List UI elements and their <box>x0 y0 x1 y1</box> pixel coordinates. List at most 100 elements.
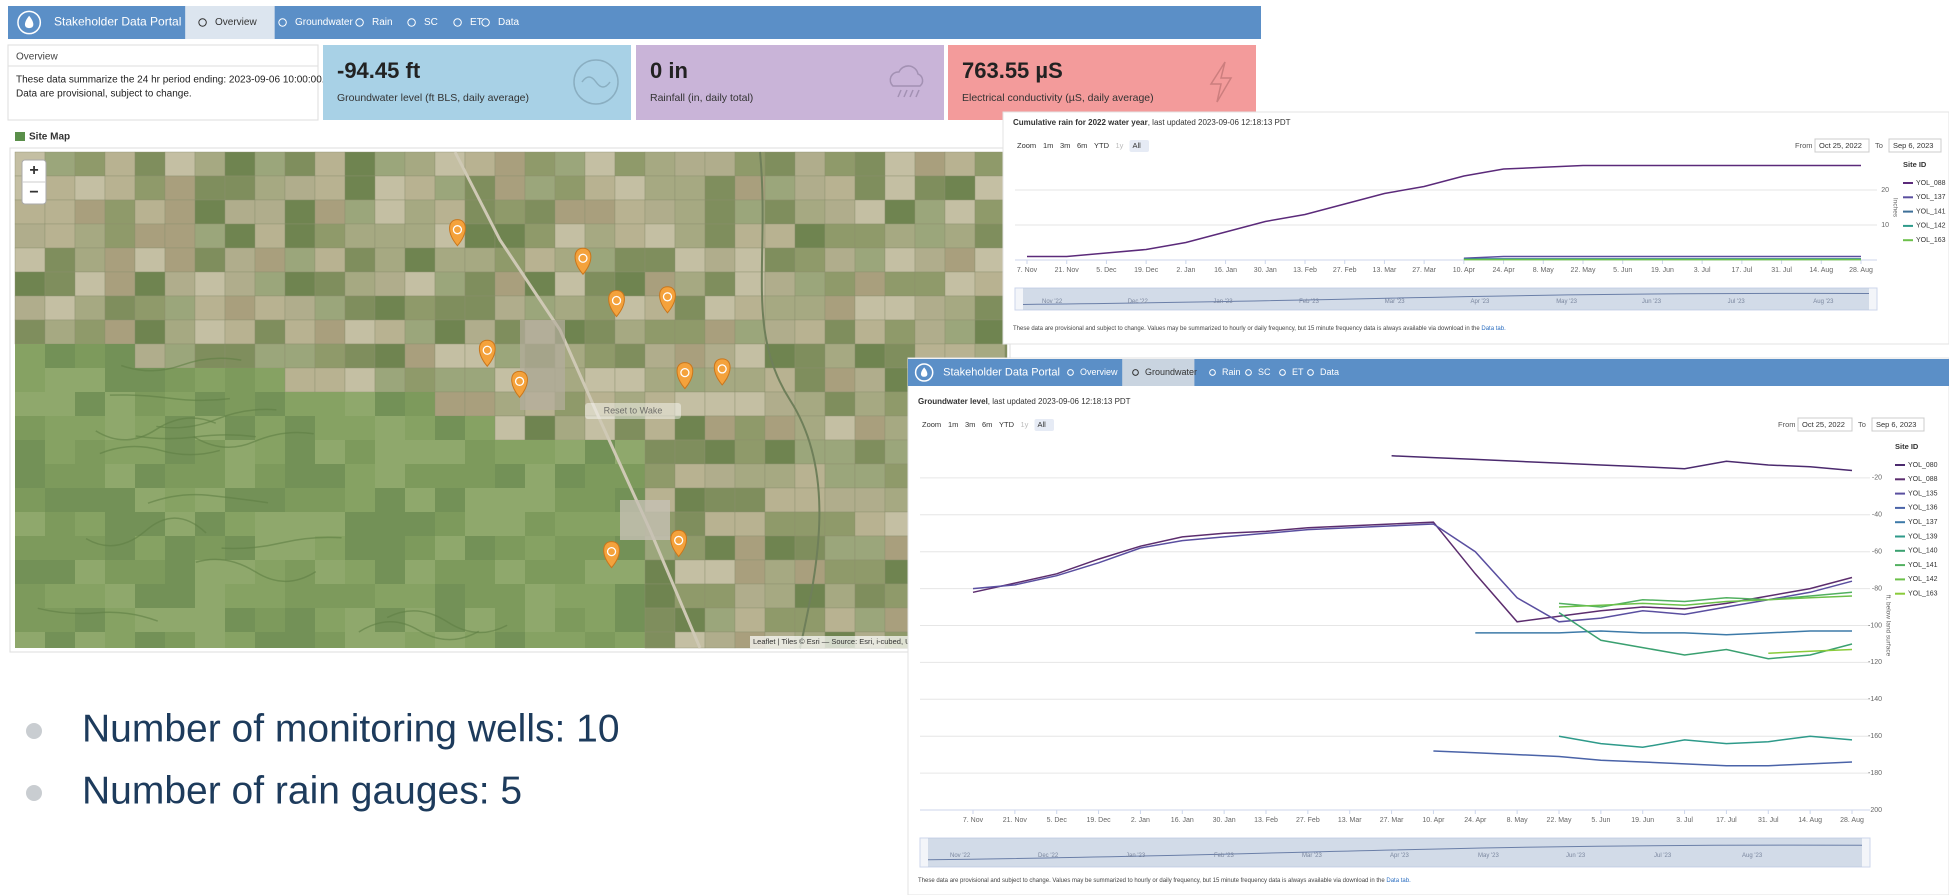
nav-tab[interactable]: Overview <box>1080 367 1118 377</box>
zoom-button[interactable]: All <box>1038 420 1047 429</box>
map-hill <box>495 440 525 464</box>
zoom-button[interactable]: 1y <box>1021 420 1029 429</box>
map-zoom-out[interactable]: − <box>29 184 38 201</box>
map-hill <box>45 536 75 560</box>
map-hill <box>105 584 135 608</box>
zoom-button[interactable]: 1m <box>948 420 958 429</box>
map-hill <box>45 632 75 648</box>
nav-tab[interactable]: ET <box>1292 367 1304 377</box>
range-from-box[interactable] <box>1797 417 1853 432</box>
nav-tab[interactable]: Rain <box>372 17 393 28</box>
nav-tab[interactable]: Groundwater <box>1145 367 1197 377</box>
zoom-button[interactable]: 6m <box>982 420 992 429</box>
map-field <box>914 175 946 201</box>
range-to-box[interactable] <box>1888 138 1942 153</box>
map-zoom-in[interactable]: + <box>29 162 38 179</box>
navigator-selection[interactable] <box>928 838 1862 867</box>
legend-label[interactable]: YOL_088 <box>1916 180 1946 187</box>
range-from[interactable]: Oct 25, 2022 <box>1802 420 1845 429</box>
nav-tab-icon <box>1279 369 1286 376</box>
map-hill <box>75 560 105 584</box>
zoom-button[interactable]: 3m <box>965 420 975 429</box>
map-field <box>344 151 376 177</box>
map-field <box>434 295 466 321</box>
legend-label[interactable]: YOL_141 <box>1916 208 1946 215</box>
map-marker[interactable] <box>603 541 620 569</box>
map-field <box>584 319 616 345</box>
series-line <box>1558 591 1853 608</box>
nav-tab[interactable]: ET <box>470 17 483 28</box>
legend-label[interactable]: YOL_140 <box>1908 548 1938 555</box>
map-hill <box>435 440 465 464</box>
x-tick-label: 17. Jul <box>1716 817 1737 824</box>
nav-tab[interactable]: SC <box>424 17 438 28</box>
legend-label[interactable]: YOL_163 <box>1908 591 1938 598</box>
map-marker[interactable] <box>670 529 688 558</box>
map-field <box>854 319 886 345</box>
zoom-button[interactable]: 3m <box>1060 141 1070 150</box>
range-to[interactable]: Sep 6, 2023 <box>1876 420 1916 429</box>
card-background <box>636 45 944 120</box>
nav-tab[interactable]: Rain <box>1222 367 1241 377</box>
zoom-button-active[interactable] <box>1129 140 1150 152</box>
nav-tab[interactable]: Overview <box>215 17 257 28</box>
nav-tab[interactable]: SC <box>1258 367 1271 377</box>
zoom-button[interactable]: 1y <box>1116 141 1124 150</box>
legend-label[interactable]: YOL_139 <box>1908 533 1938 540</box>
map-marker[interactable] <box>574 247 592 276</box>
map-field <box>764 607 796 633</box>
legend-label[interactable]: YOL_080 <box>1908 462 1938 469</box>
map-marker[interactable] <box>511 370 528 399</box>
overview-heading: Overview <box>16 52 58 63</box>
legend-label[interactable]: YOL_163 <box>1916 237 1946 244</box>
range-from[interactable]: Oct 25, 2022 <box>1819 141 1862 150</box>
map-marker[interactable] <box>676 362 694 390</box>
legend-label[interactable]: YOL_088 <box>1908 476 1938 483</box>
nav-tab[interactable]: Data <box>1320 367 1339 377</box>
legend-label[interactable]: YOL_136 <box>1908 505 1938 512</box>
map-field <box>584 343 616 369</box>
legend-label[interactable]: YOL_137 <box>1908 519 1938 526</box>
map-road <box>453 151 702 649</box>
card-background <box>323 45 631 120</box>
x-tick-label: 3. Jul <box>1676 817 1693 824</box>
map-field <box>14 247 46 273</box>
nav-tab[interactable]: Groundwater <box>295 17 353 28</box>
map-reset-button[interactable] <box>585 403 681 419</box>
series-line <box>972 521 1853 623</box>
zoom-button[interactable]: YTD <box>1094 141 1110 150</box>
map-marker[interactable] <box>478 339 496 368</box>
map-hill <box>225 512 255 536</box>
footnote-link[interactable]: Data tab. <box>1386 878 1411 884</box>
legend-label[interactable]: YOL_142 <box>1916 223 1946 230</box>
zoom-button[interactable]: YTD <box>999 420 1015 429</box>
zoom-button[interactable]: All <box>1133 141 1142 150</box>
map-field <box>674 199 706 225</box>
map-field <box>134 223 166 249</box>
map-marker[interactable] <box>659 286 676 314</box>
map-field <box>824 175 856 201</box>
legend-label[interactable]: YOL_141 <box>1908 562 1938 569</box>
map-marker[interactable] <box>608 290 625 318</box>
legend-label[interactable]: YOL_135 <box>1908 490 1938 497</box>
zoom-button[interactable]: 1m <box>1043 141 1053 150</box>
legend-label[interactable]: YOL_142 <box>1908 576 1938 583</box>
nav-tab[interactable]: Data <box>498 17 520 28</box>
map-field <box>824 367 856 393</box>
legend-label[interactable]: YOL_137 <box>1916 194 1946 201</box>
x-tick-label: 13. Feb <box>1293 267 1317 274</box>
map-field <box>614 343 646 369</box>
map-field <box>824 559 856 585</box>
footnote-link[interactable]: Data tab. <box>1481 326 1506 332</box>
map-marker[interactable] <box>449 219 466 247</box>
y-tick-label: -120 <box>1868 659 1882 666</box>
map-field <box>944 295 976 321</box>
range-to[interactable]: Sep 6, 2023 <box>1893 141 1933 150</box>
map-marker[interactable] <box>713 358 731 386</box>
zoom-button[interactable]: 6m <box>1077 141 1087 150</box>
map-field <box>884 223 916 249</box>
zoom-button-active[interactable] <box>1034 419 1055 431</box>
map-hill <box>405 608 435 632</box>
range-from-box[interactable] <box>1814 138 1870 153</box>
range-to-box[interactable] <box>1871 417 1925 432</box>
